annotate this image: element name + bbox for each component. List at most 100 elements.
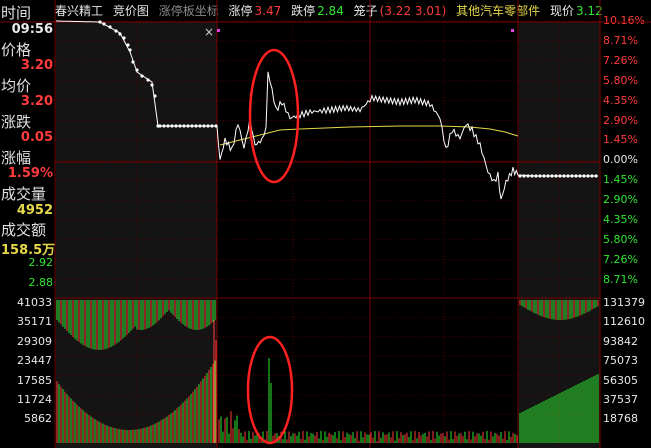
limit-down-value: 2.84 bbox=[317, 4, 344, 18]
auction-point bbox=[582, 174, 586, 178]
vol-tick-left: 41033 bbox=[17, 296, 52, 309]
auction-point bbox=[135, 68, 139, 72]
auction-point bbox=[594, 174, 598, 178]
auction-point bbox=[194, 124, 198, 128]
pct-tick: 10.16% bbox=[603, 14, 645, 27]
bid-ask-value: (3.22 3.01) bbox=[379, 4, 447, 18]
auction-point bbox=[162, 124, 166, 128]
marker-left bbox=[217, 29, 220, 32]
pct-tick: 2.90% bbox=[603, 193, 638, 207]
auction-point bbox=[210, 124, 214, 128]
pct-tick: 1.45% bbox=[603, 173, 638, 187]
auction-point bbox=[198, 124, 202, 128]
vol-tick-right: 112610 bbox=[603, 315, 645, 329]
auction-point bbox=[554, 174, 558, 178]
auction-point bbox=[150, 83, 154, 87]
pct-value: 1.59% bbox=[7, 166, 53, 181]
auction-point bbox=[170, 124, 174, 128]
auction-point bbox=[174, 124, 178, 128]
limit-coord-toggle[interactable]: 涨停板坐标 bbox=[158, 4, 219, 18]
close-icon: × bbox=[204, 25, 214, 39]
stock-name[interactable]: 春兴精工 bbox=[55, 4, 104, 18]
pct-tick: 8.71% bbox=[603, 272, 638, 286]
vol-tick-left: 11724 bbox=[17, 393, 52, 406]
auction-point bbox=[114, 29, 118, 33]
auction-point bbox=[542, 174, 546, 178]
vol-tick-right: 75073 bbox=[603, 354, 638, 368]
volume-value: 4952 bbox=[16, 203, 53, 218]
avg-value: 3.20 bbox=[20, 94, 53, 109]
current-price-label: 现价 bbox=[549, 4, 574, 18]
limit-up-value: 3.47 bbox=[254, 4, 282, 18]
auction-point bbox=[586, 174, 590, 178]
pct-tick: 7.26% bbox=[603, 252, 638, 266]
price-label: 价格 bbox=[1, 41, 32, 59]
vol-tick-left: 23447 bbox=[17, 354, 52, 368]
auction-point bbox=[562, 174, 566, 178]
sector-name[interactable]: 其他汽车零部件 bbox=[456, 4, 541, 18]
auction-point bbox=[190, 124, 194, 128]
pct-tick: 8.71% bbox=[603, 33, 638, 47]
price-axis-low-1: 2.92 bbox=[28, 256, 54, 269]
auction-point bbox=[566, 174, 570, 178]
auction-point bbox=[522, 174, 526, 178]
average-price-line bbox=[219, 125, 519, 146]
auction-chart-toggle[interactable]: 竞价图 bbox=[112, 4, 149, 18]
volume-scale-left: 41033 35171 29309 23447 17585 11724 5862 bbox=[0, 0, 55, 448]
auction-point bbox=[574, 174, 578, 178]
quote-header: 春兴精工 竞价图 涨停板坐标 涨停 3.47 跌停 2.84 笼子 (3.22 3.0… bbox=[55, 0, 651, 22]
auction-point bbox=[530, 174, 534, 178]
volume-label: 成交量 bbox=[1, 185, 47, 203]
auction-point bbox=[182, 124, 186, 128]
auction-point bbox=[526, 174, 530, 178]
auction-point bbox=[558, 174, 562, 178]
auction-point bbox=[153, 94, 157, 98]
vol-tick-left: 29309 bbox=[17, 334, 52, 348]
price-axis-low-2: 2.88 bbox=[28, 276, 54, 289]
vol-tick-left: 17585 bbox=[17, 373, 52, 387]
auction-point bbox=[178, 124, 182, 128]
info-panel: 时间 09:56 价格 3.20 均价 3.20 涨跌 0.05 涨幅 1.59… bbox=[0, 0, 55, 448]
pct-label: 涨幅 bbox=[1, 149, 32, 167]
auction-point bbox=[186, 124, 190, 128]
auction-point bbox=[214, 124, 218, 128]
vol-tick-right: 56305 bbox=[603, 373, 638, 387]
change-value: 0.05 bbox=[20, 130, 53, 145]
limit-down-label: 跌停 bbox=[291, 4, 316, 18]
vol-tick-left: 35171 bbox=[17, 315, 52, 329]
amount-label: 成交额 bbox=[1, 221, 47, 239]
vol-tick-right: 131379 bbox=[603, 296, 645, 309]
auction-point bbox=[140, 74, 144, 78]
avg-label: 均价 bbox=[1, 77, 32, 95]
auction-point bbox=[98, 20, 102, 24]
change-label: 涨跌 bbox=[1, 113, 32, 131]
time-label: 时间 bbox=[1, 4, 32, 22]
current-price-value: 3.12 bbox=[575, 4, 603, 18]
auction-point bbox=[578, 174, 582, 178]
vol-tick-right: 18768 bbox=[603, 412, 638, 426]
auction-point bbox=[206, 124, 210, 128]
limit-up-label: 涨停 bbox=[228, 4, 253, 18]
auction-point bbox=[102, 22, 106, 26]
volume-scale-right: 131379 112610 93842 75073 56305 37537 18768 bbox=[601, 0, 651, 448]
annotation-circle-price bbox=[248, 48, 300, 184]
vol-tick-right: 93842 bbox=[603, 334, 638, 348]
auction-point bbox=[122, 36, 126, 40]
auction-point bbox=[590, 174, 594, 178]
auction-point bbox=[534, 174, 538, 178]
pct-tick: 4.35% bbox=[603, 213, 638, 226]
auction-point bbox=[570, 174, 574, 178]
pct-tick: 0.00% bbox=[603, 153, 638, 167]
auction-point bbox=[538, 174, 542, 178]
pct-tick: 5.80% bbox=[603, 232, 638, 246]
marker-right bbox=[511, 29, 514, 32]
vol-tick-right: 37537 bbox=[603, 393, 638, 406]
pct-tick: 5.80% bbox=[603, 73, 638, 87]
time-value: 09:56 bbox=[11, 22, 53, 37]
auction-point bbox=[550, 174, 554, 178]
auction-point bbox=[118, 32, 122, 36]
auction-point bbox=[166, 124, 170, 128]
annotation-circle-volume bbox=[246, 335, 294, 445]
pct-scale: 10.16% 8.71% 7.26% 5.80% 4.35% 2.90% 1.45% 0.00… bbox=[601, 0, 651, 300]
